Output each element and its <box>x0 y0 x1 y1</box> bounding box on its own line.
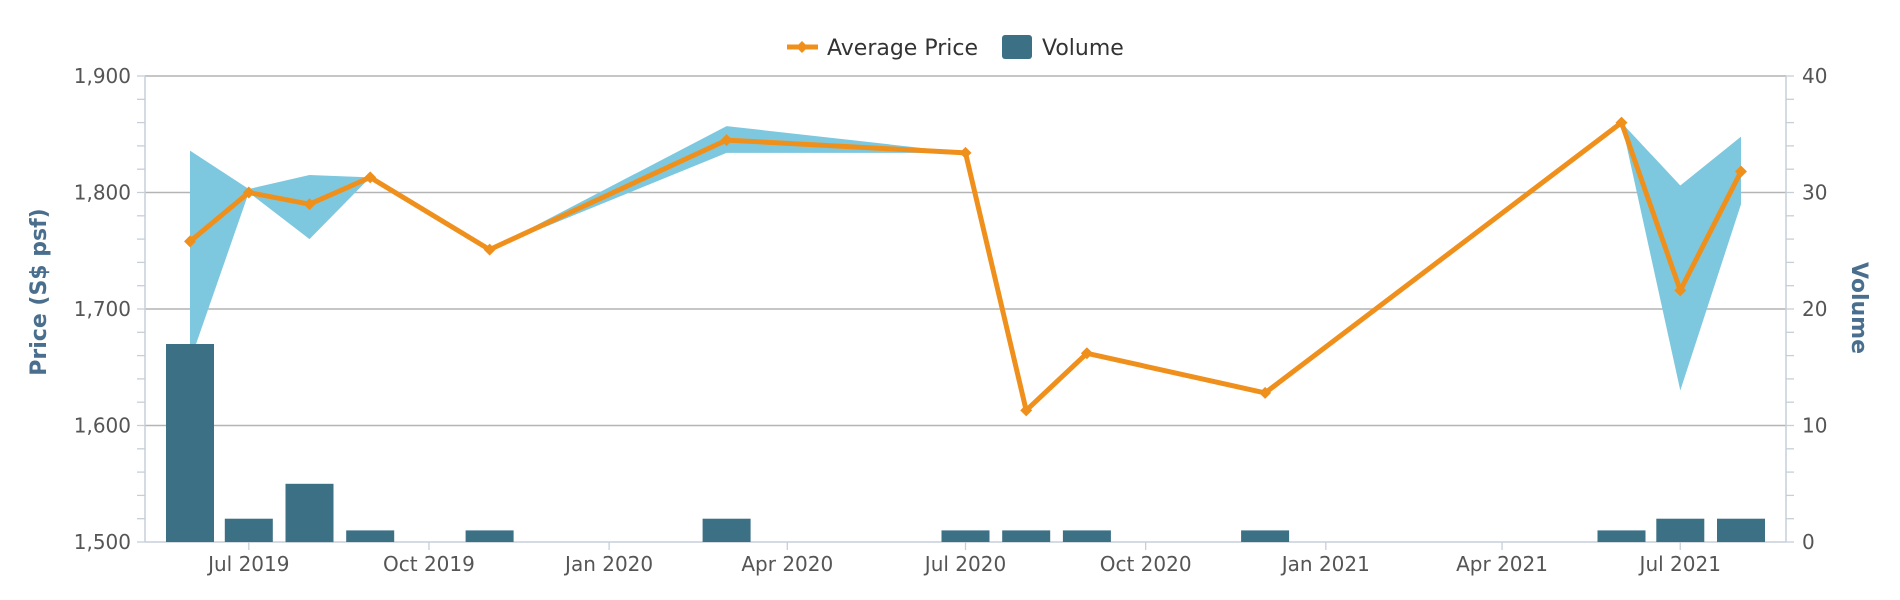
left-tick-label: 1,800 <box>74 181 131 205</box>
average-price-point[interactable] <box>483 243 496 256</box>
legend-bar-swatch <box>1002 35 1032 59</box>
x-tick-label: Jul 2020 <box>923 552 1006 576</box>
legend-item-volume[interactable]: Volume <box>1002 35 1124 61</box>
average-price-polyline <box>187 120 1744 413</box>
average-price-point[interactable] <box>184 235 197 248</box>
volume-bar[interactable] <box>166 344 214 542</box>
volume-bar[interactable] <box>1656 518 1705 542</box>
legend[interactable]: Average Price Volume <box>787 35 1124 61</box>
volume-bar[interactable] <box>1002 530 1051 542</box>
legend-label-volume: Volume <box>1042 36 1124 61</box>
x-tick-label: Oct 2020 <box>1100 552 1192 576</box>
volume-bar[interactable] <box>1717 518 1765 542</box>
left-tick-label: 1,900 <box>74 64 131 88</box>
volume-bar[interactable] <box>285 483 334 543</box>
legend-item-average-price[interactable]: Average Price <box>787 36 978 61</box>
average-price-point[interactable] <box>1615 116 1628 129</box>
average-price-point[interactable] <box>1020 404 1033 417</box>
average-price-point[interactable] <box>959 146 972 159</box>
left-tick-label: 1,500 <box>74 530 131 554</box>
volume-bar[interactable] <box>1241 530 1290 542</box>
average-price-point[interactable] <box>1259 386 1272 399</box>
right-axis-title: Volume <box>1846 262 1871 354</box>
average-price-point[interactable] <box>364 171 377 184</box>
volume-bar[interactable] <box>465 530 514 542</box>
volume-bar[interactable] <box>224 518 273 542</box>
average-price-point[interactable] <box>303 198 316 211</box>
volume-bar[interactable] <box>941 530 990 542</box>
volume-bars <box>166 344 1765 543</box>
average-price-point[interactable] <box>1674 284 1687 297</box>
right-tick-label: 30 <box>1802 181 1827 205</box>
axes: 1,500 0 1,600 10 1,700 20 1,800 30 1,900 40 Jul 20… <box>74 64 1828 576</box>
volume-bar[interactable] <box>1597 530 1646 542</box>
x-tick-label: Oct 2019 <box>383 552 475 576</box>
volume-bar[interactable] <box>702 518 751 542</box>
right-tick-label: 40 <box>1802 64 1827 88</box>
left-tick-label: 1,600 <box>74 414 131 438</box>
x-tick-label: Jan 2021 <box>1280 552 1370 576</box>
average-price-point[interactable] <box>1080 347 1093 360</box>
right-tick-label: 20 <box>1802 297 1827 321</box>
x-tick-label: Apr 2021 <box>1456 552 1548 576</box>
volume-bar[interactable] <box>346 530 395 542</box>
right-tick-label: 10 <box>1802 414 1827 438</box>
x-tick-label: Apr 2020 <box>741 552 833 576</box>
legend-label-average-price: Average Price <box>827 36 978 61</box>
legend-diamond-marker <box>796 41 808 53</box>
price-range-band <box>190 122 1741 411</box>
x-tick-label: Jul 2019 <box>206 552 289 576</box>
left-axis-title: Price (S$ psf) <box>27 208 52 375</box>
x-tick-label: Jul 2021 <box>1638 552 1721 576</box>
price-range-area <box>190 122 1741 411</box>
average-price-point[interactable] <box>1734 165 1747 178</box>
grid-lines <box>145 75 1786 543</box>
volume-bar[interactable] <box>1062 530 1111 542</box>
x-tick-label: Jan 2020 <box>563 552 653 576</box>
right-tick-label: 0 <box>1802 530 1815 554</box>
average-price-point[interactable] <box>242 186 255 199</box>
average-price-point[interactable] <box>720 134 733 147</box>
left-tick-label: 1,700 <box>74 297 131 321</box>
average-price-line <box>184 116 1747 417</box>
